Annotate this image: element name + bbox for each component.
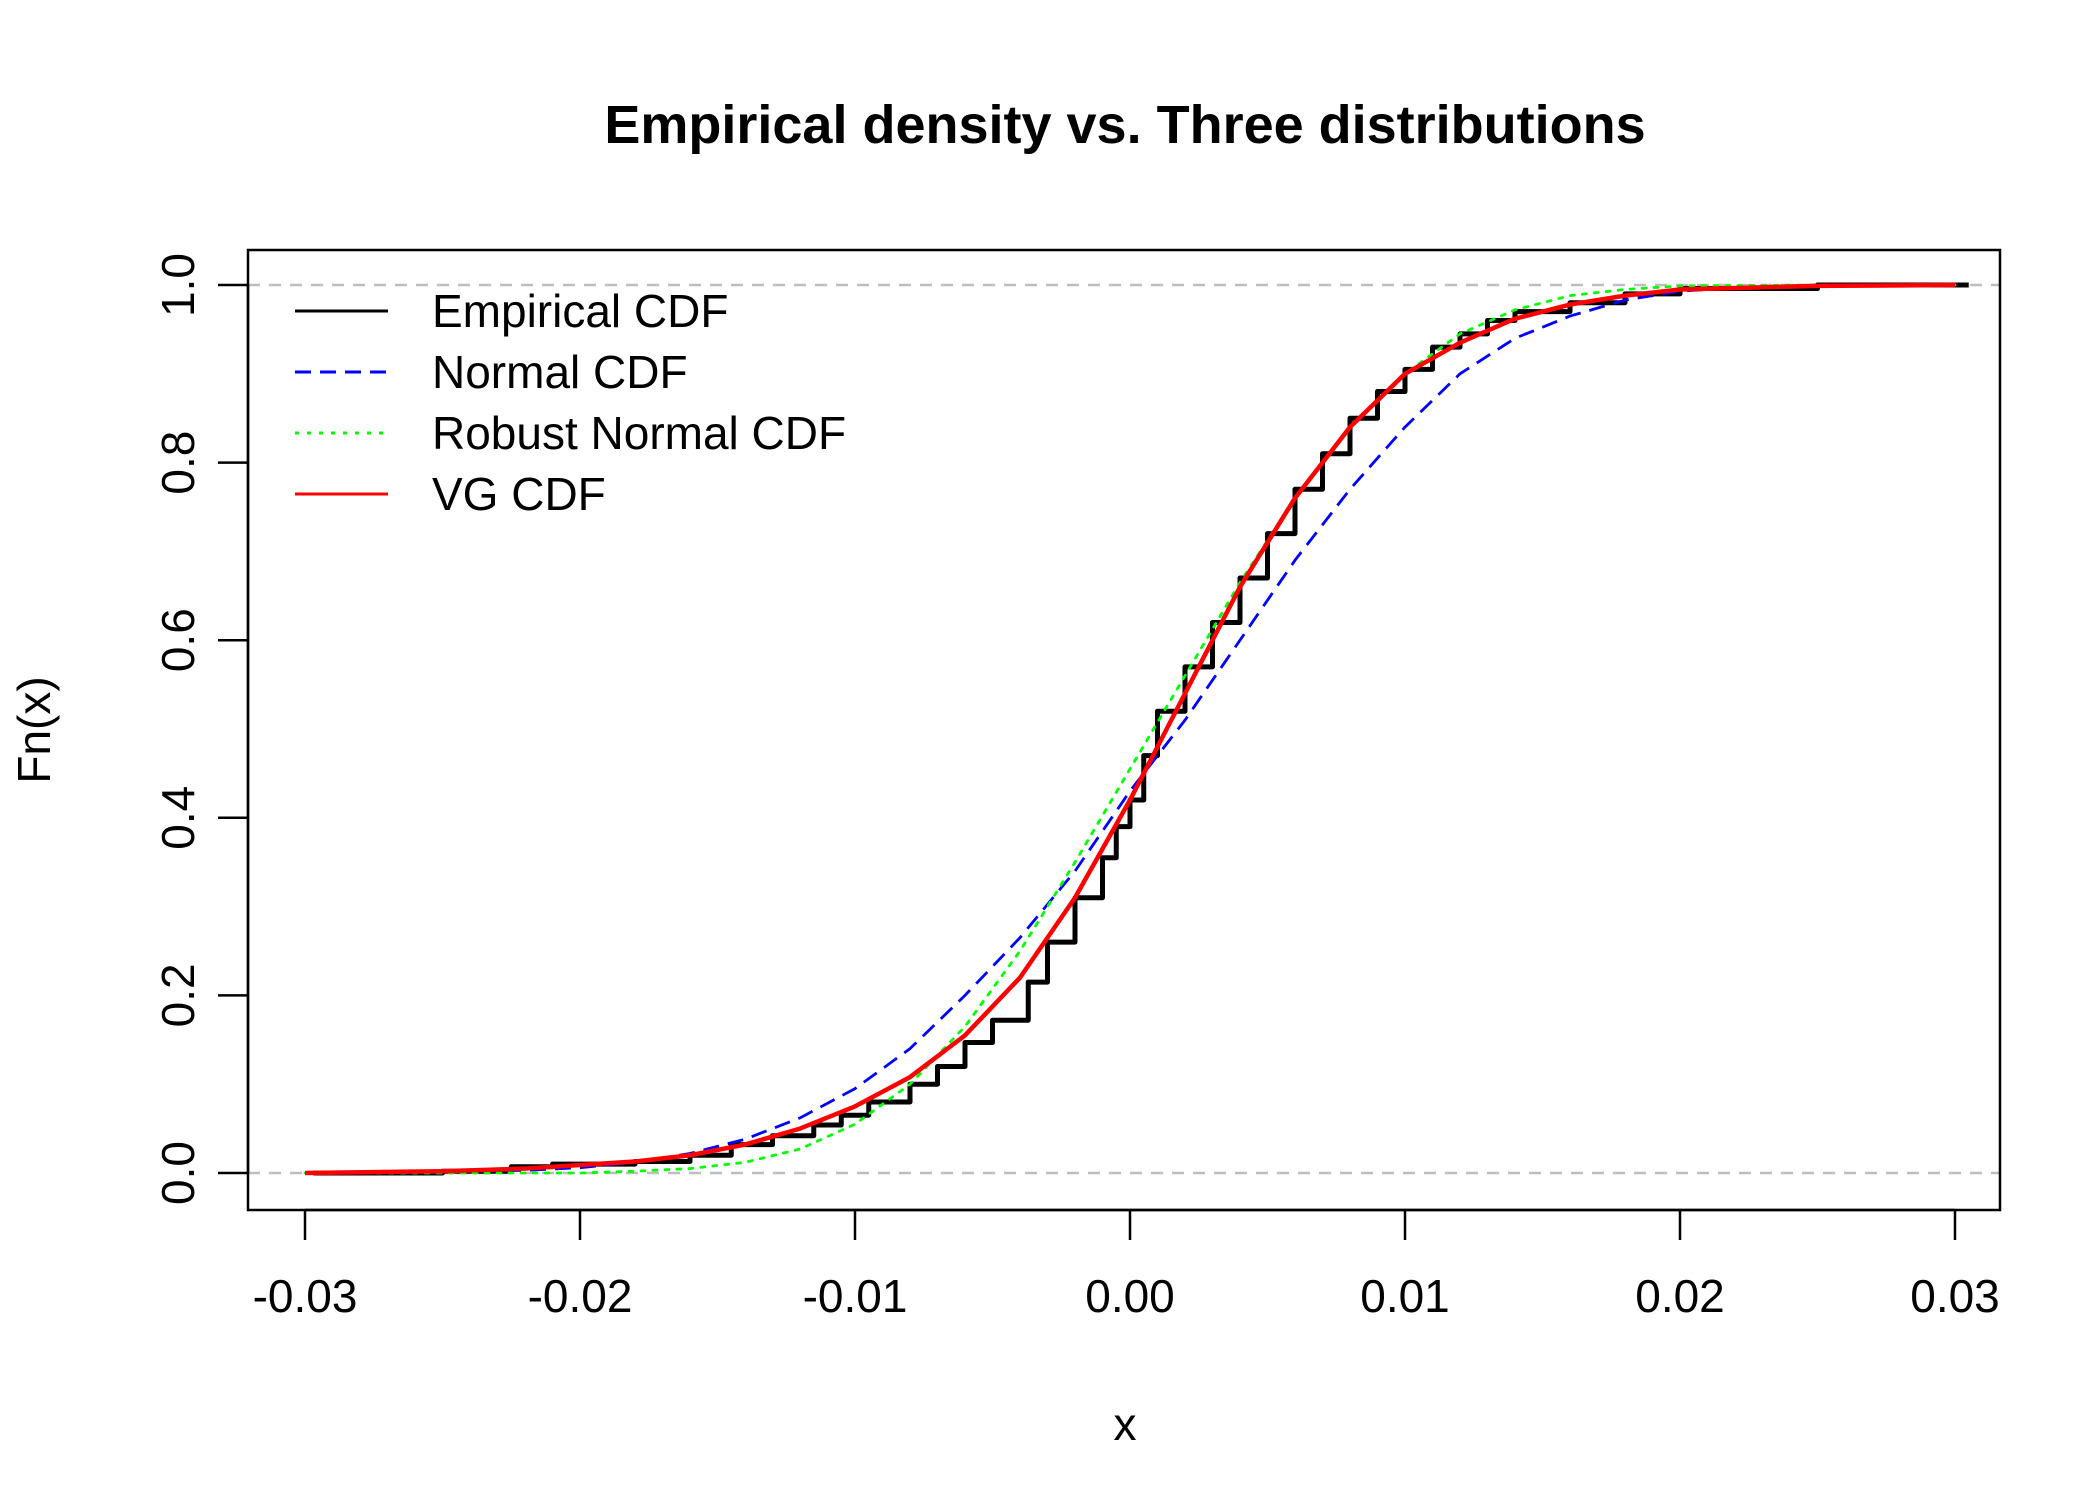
x-tick-label: -0.01 [803, 1270, 908, 1322]
series-line-vg-cdf [304, 282, 1956, 1176]
x-axis: -0.03 -0.02 -0.01 0.00 0.01 0.02 0.03 [253, 1208, 2000, 1322]
legend-label: Robust Normal CDF [432, 407, 846, 459]
legend-label: Empirical CDF [432, 285, 728, 337]
y-tick-label: 0.2 [152, 963, 204, 1027]
x-tick-label: -0.02 [528, 1270, 633, 1322]
x-tick-label: 0.03 [1910, 1270, 2000, 1322]
legend-label: VG CDF [432, 468, 606, 520]
series-layer [303, 282, 1969, 1176]
x-tick-label: 0.01 [1360, 1270, 1450, 1322]
y-tick-label: 0.4 [152, 786, 204, 850]
legend: Empirical CDF Normal CDF Robust Normal CDF… [295, 285, 846, 520]
x-axis-label: x [1114, 1398, 1137, 1450]
series-line-robust-normal-cdf [303, 283, 1957, 1175]
y-axis: 0.0 0.2 0.4 0.6 0.8 1.0 [152, 253, 250, 1205]
legend-label: Normal CDF [432, 346, 688, 398]
series-line-empirical-cdf [313, 282, 1969, 1176]
y-tick-label: 0.8 [152, 431, 204, 495]
x-tick-label: -0.03 [253, 1270, 358, 1322]
y-tick-label: 1.0 [152, 253, 204, 317]
series-line-normal-cdf [304, 283, 1955, 1175]
y-tick-label: 0.0 [152, 1141, 204, 1205]
x-tick-label: 0.00 [1085, 1270, 1175, 1322]
chart-title: Empirical density vs. Three distribution… [604, 95, 1645, 155]
y-tick-label: 0.6 [152, 608, 204, 672]
x-tick-label: 0.02 [1635, 1270, 1725, 1322]
reference-lines [248, 283, 2000, 1175]
y-axis-label: Fn(x) [8, 676, 60, 783]
